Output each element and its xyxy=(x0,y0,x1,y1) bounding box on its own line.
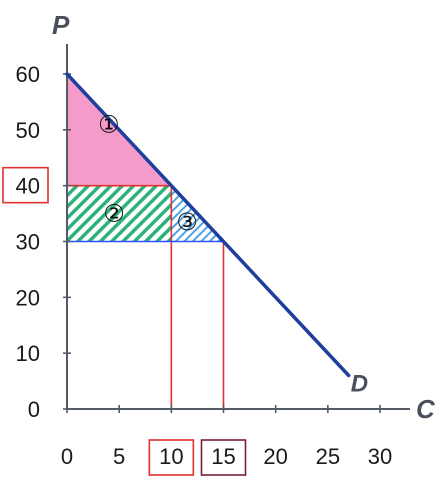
region-label-2: ② xyxy=(103,200,125,228)
x-tick-label-15: 15 xyxy=(211,444,235,469)
x-tick-highlight-15 xyxy=(200,439,247,476)
y-tick-label-50: 50 xyxy=(16,118,40,143)
x-tick-label-25: 25 xyxy=(316,444,340,469)
x-tick-label-20: 20 xyxy=(263,444,287,469)
y-tick-label-10: 10 xyxy=(16,341,40,366)
y-tick-label-40: 40 xyxy=(16,174,40,199)
region-label-1: ① xyxy=(98,110,120,138)
x-tick-label-30: 30 xyxy=(368,444,392,469)
y-axis-label: P xyxy=(52,10,70,40)
region-2 xyxy=(67,185,172,242)
series-line-D xyxy=(65,72,351,378)
y-tick-label-20: 20 xyxy=(16,285,40,310)
x-axis-label: C xyxy=(416,394,436,424)
y-tick-highlight-40 xyxy=(2,166,49,204)
y-tick-label-30: 30 xyxy=(16,230,40,255)
y-tick-label-60: 60 xyxy=(16,62,40,87)
x-tick-label-10: 10 xyxy=(159,444,183,469)
series-label-D: D xyxy=(351,371,368,398)
x-tick-label-5: 5 xyxy=(113,444,125,469)
y-tick-label-0: 0 xyxy=(28,397,40,422)
x-tick-label-0: 0 xyxy=(61,444,73,469)
region-label-3: ③ xyxy=(176,208,198,236)
x-tick-highlight-10 xyxy=(148,439,195,476)
